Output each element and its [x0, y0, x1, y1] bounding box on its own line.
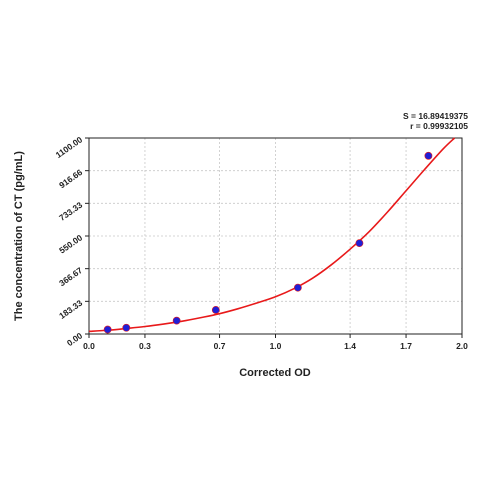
- data-point: [355, 239, 364, 248]
- y-tick-label: 183.33: [57, 298, 84, 321]
- x-tick-label: 2.0: [456, 341, 468, 351]
- data-points: [103, 151, 433, 334]
- y-tick-label: 916.66: [57, 167, 84, 190]
- s-value: S = 16.89419375: [403, 111, 468, 121]
- grid-lines: [89, 138, 462, 334]
- x-tick-label: 1.0: [270, 341, 282, 351]
- y-tick-label: 366.67: [57, 265, 84, 288]
- y-tick-label: 550.00: [57, 232, 84, 255]
- data-point: [172, 316, 181, 325]
- x-tick-label: 0.0: [83, 341, 95, 351]
- x-tick-label: 1.4: [344, 341, 356, 351]
- y-tick-label: 0.00: [65, 330, 85, 348]
- r-value: r = 0.99932105: [410, 121, 468, 131]
- y-axis-label: The concentration of CT (pg/mL): [13, 151, 25, 321]
- x-tick-label: 0.3: [139, 341, 151, 351]
- data-point: [122, 323, 131, 332]
- data-point: [424, 151, 433, 160]
- y-tick-label: 733.33: [57, 200, 84, 223]
- x-tick-label: 1.7: [400, 341, 412, 351]
- data-point: [211, 306, 220, 314]
- y-tick-label: 1100.00: [54, 134, 85, 160]
- x-tick-label: 0.7: [214, 341, 226, 351]
- data-point: [293, 283, 302, 292]
- fit-stats: S = 16.89419375 r = 0.99932105: [403, 111, 468, 131]
- fit-curve: [88, 137, 456, 333]
- data-point: [103, 325, 112, 334]
- x-axis-label: Corrected OD: [239, 367, 311, 379]
- fit-curve-line: [88, 137, 456, 333]
